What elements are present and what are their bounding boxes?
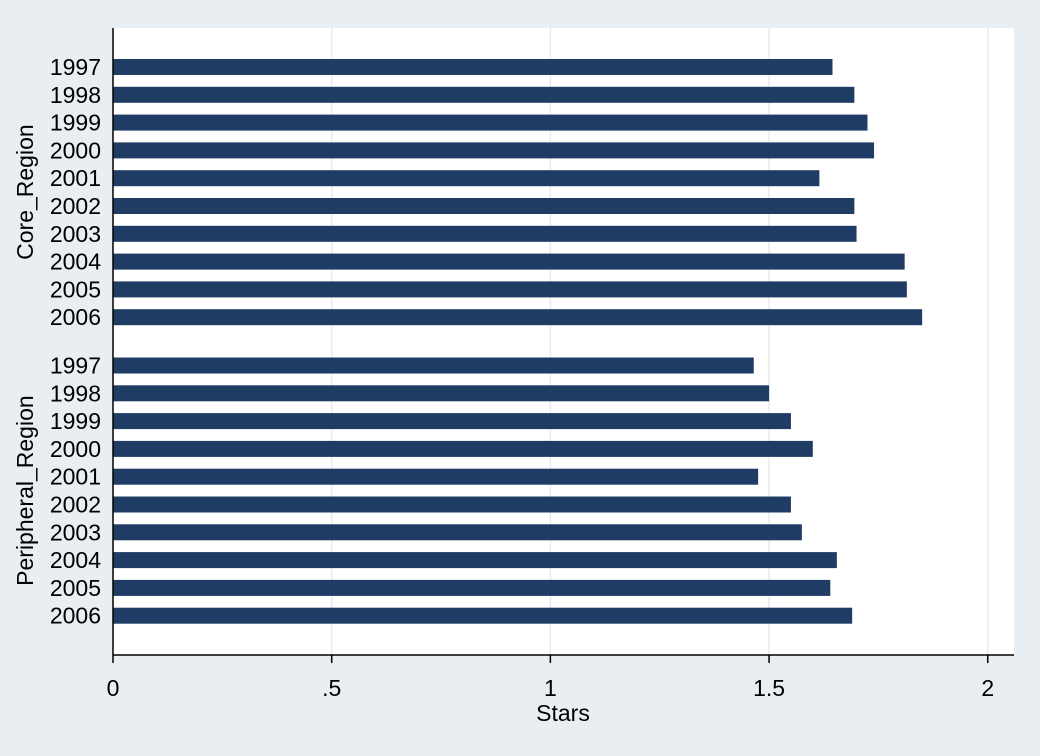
- category-label-1-2005: 2005: [50, 575, 101, 601]
- category-label-0-1997: 1997: [50, 54, 101, 80]
- bar-0-2002: [113, 198, 855, 214]
- plot-area: [113, 28, 1014, 655]
- bar-0-2001: [113, 170, 820, 187]
- category-label-0-2003: 2003: [50, 221, 101, 247]
- category-label-1-2001: 2001: [50, 464, 101, 490]
- category-label-0-2006: 2006: [50, 304, 101, 330]
- bar-1-1998: [113, 385, 770, 402]
- category-label-1-2002: 2002: [50, 492, 101, 518]
- bar-1-2004: [113, 552, 837, 569]
- x-tick-label-2: 1: [544, 675, 557, 701]
- bar-1-2006: [113, 607, 853, 624]
- group-label-0: Core_Region: [12, 124, 38, 260]
- bar-0-2006: [113, 309, 923, 326]
- group-label-1: Peripheral_Region: [12, 395, 38, 586]
- x-tick-label-4: 2: [981, 675, 994, 701]
- category-label-0-2004: 2004: [50, 249, 101, 275]
- category-label-0-2002: 2002: [50, 193, 101, 219]
- gridlines: [330, 28, 989, 655]
- bar-1-2005: [113, 579, 831, 596]
- category-label-1-2000: 2000: [50, 436, 101, 462]
- bar-0-2003: [113, 225, 857, 242]
- bar-0-1998: [113, 86, 855, 103]
- bar-0-1997: [113, 59, 833, 75]
- category-label-1-1997: 1997: [50, 353, 101, 379]
- category-label-0-1999: 1999: [50, 110, 101, 136]
- bar-0-2005: [113, 281, 907, 298]
- category-label-1-1999: 1999: [50, 408, 101, 434]
- x-axis-title: Stars: [536, 700, 590, 726]
- x-tick-label-1: .5: [322, 675, 341, 701]
- x-tick-label-0: 0: [107, 675, 120, 701]
- category-label-1-2004: 2004: [50, 547, 101, 573]
- category-label-1-2006: 2006: [50, 603, 101, 629]
- category-label-1-1998: 1998: [50, 380, 101, 406]
- bar-1-2001: [113, 468, 759, 485]
- bar-1-1999: [113, 413, 791, 430]
- category-label-0-2005: 2005: [50, 276, 101, 302]
- axes: [112, 28, 1014, 663]
- labels: 1997199819992000200120022003200420052006…: [12, 54, 994, 701]
- category-label-1-2003: 2003: [50, 519, 101, 545]
- bars: [113, 59, 923, 624]
- bar-1-2000: [113, 440, 813, 457]
- bar-1-2002: [113, 496, 791, 513]
- bar-1-1997: [113, 357, 754, 374]
- bar-0-2000: [113, 142, 875, 159]
- category-label-0-2000: 2000: [50, 137, 101, 163]
- bar-0-1999: [113, 114, 868, 131]
- bar-1-2003: [113, 524, 802, 541]
- category-label-0-2001: 2001: [50, 165, 101, 191]
- category-label-0-1998: 1998: [50, 82, 101, 108]
- x-tick-label-3: 1.5: [753, 675, 785, 701]
- bar-0-2004: [113, 253, 905, 270]
